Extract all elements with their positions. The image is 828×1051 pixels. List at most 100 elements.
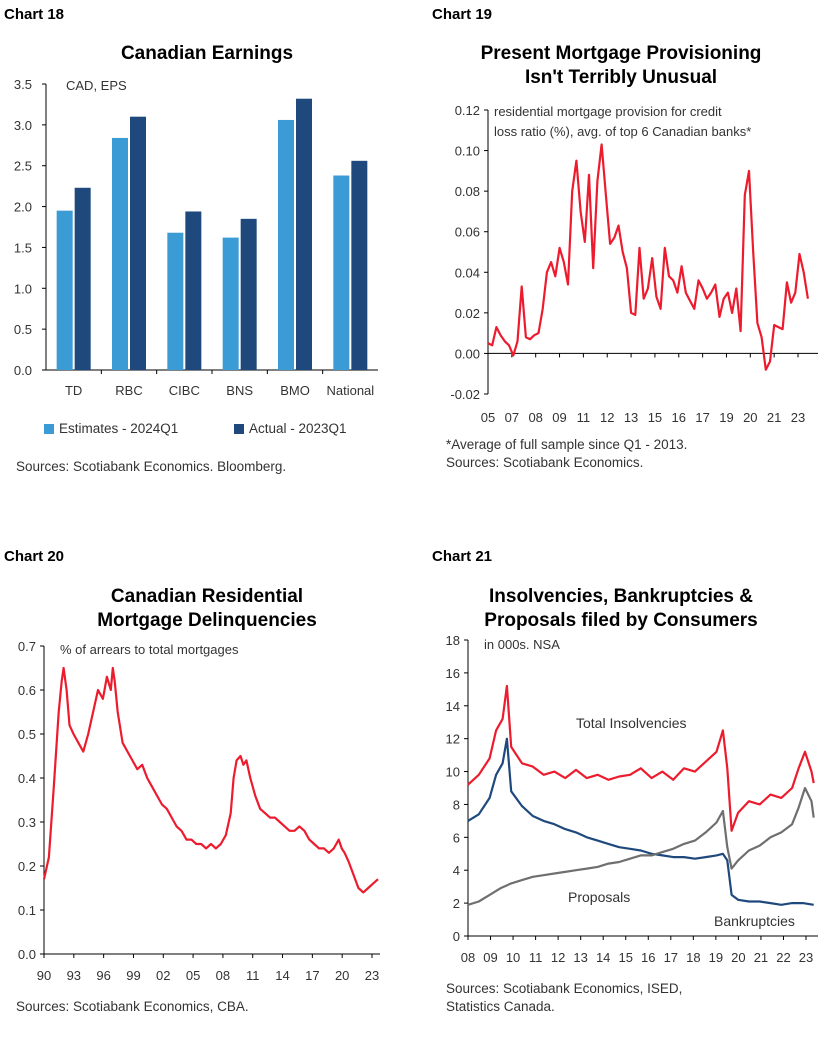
bar-actual: [185, 211, 202, 370]
legend-item-estimates: Estimates - 2024Q1: [44, 421, 178, 436]
y-tick-label: 16: [446, 666, 460, 681]
y-tick-label: 0.0: [14, 363, 32, 378]
x-tick-label: 11: [529, 950, 543, 965]
bar-chart: 0.0 0.5 1.0 1.5 2.0 2.5 3.0 3.5 CAD, EPS TD RBC CIB…: [14, 77, 378, 398]
y-tick-label: 12: [446, 732, 460, 747]
x-tick-label: 96: [96, 968, 110, 983]
x-tick-label: 05: [481, 410, 495, 425]
y-tick-label: 0.12: [455, 103, 480, 118]
y-tick-label: 0: [453, 929, 460, 944]
source-line: Statistics Canada.: [446, 999, 555, 1014]
series-line-2: [467, 786, 815, 906]
y-tick-label: 2.5: [14, 159, 32, 174]
legend-label: Estimates - 2024Q1: [59, 421, 179, 436]
chart-title: Canadian Earnings: [0, 42, 414, 66]
x-tick-label: 23: [791, 410, 805, 425]
chart-title-line: Canadian Residential: [110, 586, 304, 607]
x-tick-label: 12: [551, 950, 565, 965]
y-tick-label: 0.2: [18, 859, 36, 874]
chart-title-line: Canadian Earnings: [120, 43, 294, 64]
legend-label: Actual - 2023Q1: [249, 421, 347, 436]
series-line-0: [467, 684, 815, 832]
x-tick-label: 11: [246, 968, 260, 983]
y-tick-label: 18: [446, 633, 460, 648]
x-tick-label: 20: [335, 968, 349, 983]
bar-estimate: [56, 210, 73, 370]
panel-chart-20: Chart 20 Canadian Residential Mortgage D…: [0, 540, 414, 1051]
line-chart: -0.02 0.00 0.02 0.04 0.06 0.08 0.10 0.12 05 07 08 0…: [450, 103, 818, 425]
y-tick-label: 2.0: [14, 200, 32, 215]
x-tick-label: 19: [719, 410, 733, 425]
x-tick-label: 07: [505, 410, 519, 425]
chart-title-line: Proposals filed by Consumers: [484, 610, 758, 631]
y-tick-label: -0.02: [450, 387, 480, 402]
legend-item-actual: Actual - 2023Q1: [234, 421, 347, 436]
x-tick-label: 23: [365, 968, 379, 983]
y-tick-label: 0.10: [455, 144, 480, 159]
x-tick-label: 19: [709, 950, 723, 965]
chart-source: Sources: Scotiabank Economics. Bloomberg…: [16, 458, 286, 476]
y-tick-label: 0.5: [14, 322, 32, 337]
x-tick-label: 05: [186, 968, 200, 983]
x-tick-label: 13: [573, 950, 587, 965]
series-line-0: [487, 143, 809, 371]
y-tick-label: 3.5: [14, 77, 32, 92]
x-tick-label: 09: [483, 950, 497, 965]
bar-estimate: [112, 137, 128, 370]
chart-number: Chart 21: [432, 548, 493, 565]
legend-swatch: [234, 424, 244, 435]
x-tick-label: 13: [624, 410, 638, 425]
chart-title: Insolvencies, Bankruptcies & Proposals f…: [414, 585, 828, 633]
y-tick-label: 0.6: [18, 683, 36, 698]
y-tick-label: 14: [446, 699, 460, 714]
panel-chart-19: Chart 19 Present Mortgage Provisioning I…: [414, 0, 828, 511]
series-label-proposals: Proposals: [568, 889, 630, 905]
chart-annotation: % of arrears to total mortgages: [60, 642, 239, 657]
chart-annotation: in 000s. NSA: [484, 637, 560, 652]
x-tick-label: CIBC: [169, 383, 200, 398]
source-line: Sources: Scotiabank Economics, ISED,: [446, 981, 683, 996]
chart-title: Present Mortgage Provisioning Isn't Terr…: [414, 42, 828, 90]
y-tick-label: 0.1: [18, 903, 36, 918]
series-label-total-insolvencies: Total Insolvencies: [576, 715, 687, 731]
y-tick-label: 0.02: [455, 306, 480, 321]
chart-title-line: Present Mortgage Provisioning: [480, 43, 762, 64]
y-tick-label: 10: [446, 765, 460, 780]
x-tick-label: 20: [731, 950, 745, 965]
bar-actual: [240, 218, 257, 370]
bar-estimate: [167, 232, 184, 370]
y-tick-label: 0.00: [455, 346, 480, 361]
y-tick-label: 1.5: [14, 240, 32, 255]
x-tick-label: 16: [672, 410, 686, 425]
x-tick-label: 14: [596, 950, 610, 965]
x-tick-label: 93: [67, 968, 81, 983]
x-tick-label: 12: [600, 410, 614, 425]
y-tick-label: 3.0: [14, 118, 32, 133]
chart-title: Canadian Residential Mortgage Delinquenc…: [0, 585, 414, 633]
line-chart: 0.0 0.1 0.2 0.3 0.4 0.5 0.6 0.7 90 93 96 99 02 05 08 11…: [18, 639, 380, 983]
series-line-0: [42, 666, 379, 894]
x-tick-label: 20: [743, 410, 757, 425]
bar-actual: [130, 116, 146, 370]
y-tick-label: 0.7: [18, 639, 36, 654]
bar-actual: [296, 98, 312, 371]
bar-actual: [351, 160, 368, 370]
source-line: *Average of full sample since Q1 - 2013.: [446, 437, 688, 452]
x-tick-label: 15: [618, 950, 632, 965]
x-tick-label: 16: [641, 950, 655, 965]
chart-number: Chart 20: [4, 548, 65, 565]
chart-annotation: loss ratio (%), avg. of top 6 Canadian b…: [494, 124, 751, 139]
x-tick-label: 08: [461, 950, 475, 965]
x-tick-label: 15: [648, 410, 662, 425]
bar-estimate: [222, 237, 239, 370]
x-tick-label: 09: [552, 410, 566, 425]
chart-title-line: Mortgage Delinquencies: [97, 610, 317, 631]
x-tick-label: 17: [664, 950, 678, 965]
bar-estimate: [278, 119, 294, 370]
line-chart: 0 2 4 6 8 10 12 14 16 18 08 09 10 11 12 13 14 15 16 17 18 19 2…: [446, 633, 818, 965]
chart-number: Chart 18: [4, 6, 65, 23]
x-tick-label: 10: [506, 950, 520, 965]
chart-number: Chart 19: [432, 6, 493, 23]
x-tick-label: 21: [767, 410, 781, 425]
bar-actual: [74, 187, 91, 370]
